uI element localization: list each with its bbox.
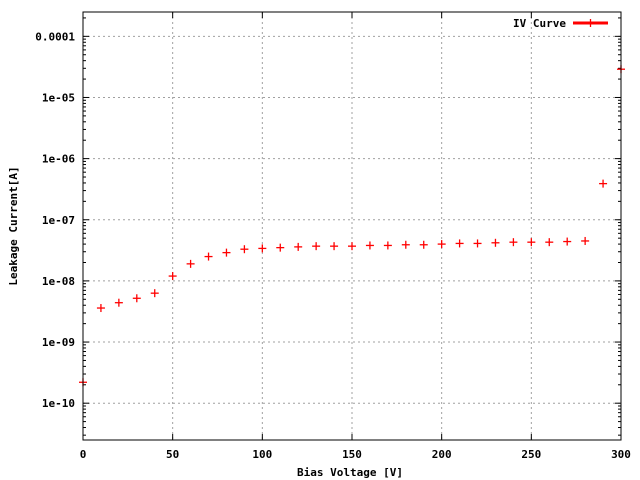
legend: IV Curve (513, 17, 608, 30)
data-point (96, 304, 105, 313)
data-point (545, 238, 554, 247)
data-point (222, 248, 231, 257)
y-tick-label: 1e-07 (42, 214, 75, 227)
y-tick-label: 1e-06 (42, 153, 75, 166)
x-tick-label: 50 (166, 448, 179, 461)
data-point (348, 242, 356, 251)
data-point (312, 242, 321, 251)
data-point (294, 242, 303, 251)
data-point (509, 238, 518, 247)
x-tick-label: 0 (80, 448, 87, 461)
data-point (599, 179, 608, 188)
y-tick-label: 1e-08 (42, 275, 75, 288)
data-point (473, 239, 482, 248)
y-tick-label: 1e-10 (42, 397, 75, 410)
plot-frame (82, 11, 622, 441)
data-point (527, 238, 536, 247)
y-tick-label: 1e-05 (42, 91, 75, 104)
data-point (204, 252, 213, 261)
x-tick-label: 250 (521, 448, 541, 461)
data-point (186, 259, 195, 268)
legend-label: IV Curve (513, 17, 566, 30)
data-point (258, 244, 267, 253)
data-point (419, 240, 428, 249)
data-point (330, 242, 339, 251)
data-point (491, 238, 500, 247)
y-tick-label: 0.0001 (35, 30, 75, 43)
grid (83, 12, 621, 440)
data-point (437, 240, 446, 249)
y-tick-label: 1e-09 (42, 336, 75, 349)
x-tick-label: 150 (342, 448, 362, 461)
x-axis-label: Bias Voltage [V] (297, 466, 403, 479)
data-point (132, 294, 141, 303)
data-point (168, 272, 177, 281)
axes: 0 50 100 150 200 250 300 1e-10 1e-09 1e-08 1e-07 1e… (35, 12, 631, 461)
x-tick-label: 100 (252, 448, 272, 461)
data-point (401, 240, 410, 249)
data-point (383, 241, 392, 250)
y-axis-label: Leakage Current[A] (7, 166, 20, 285)
data-point (240, 245, 249, 254)
data-point (563, 237, 572, 246)
data-point (581, 236, 590, 245)
data-point (455, 239, 464, 248)
x-tick-label: 300 (611, 448, 631, 461)
data-point (114, 298, 123, 307)
x-tick-label: 200 (432, 448, 452, 461)
data-point (150, 289, 159, 298)
data-point (365, 241, 374, 250)
data-point (276, 243, 285, 252)
